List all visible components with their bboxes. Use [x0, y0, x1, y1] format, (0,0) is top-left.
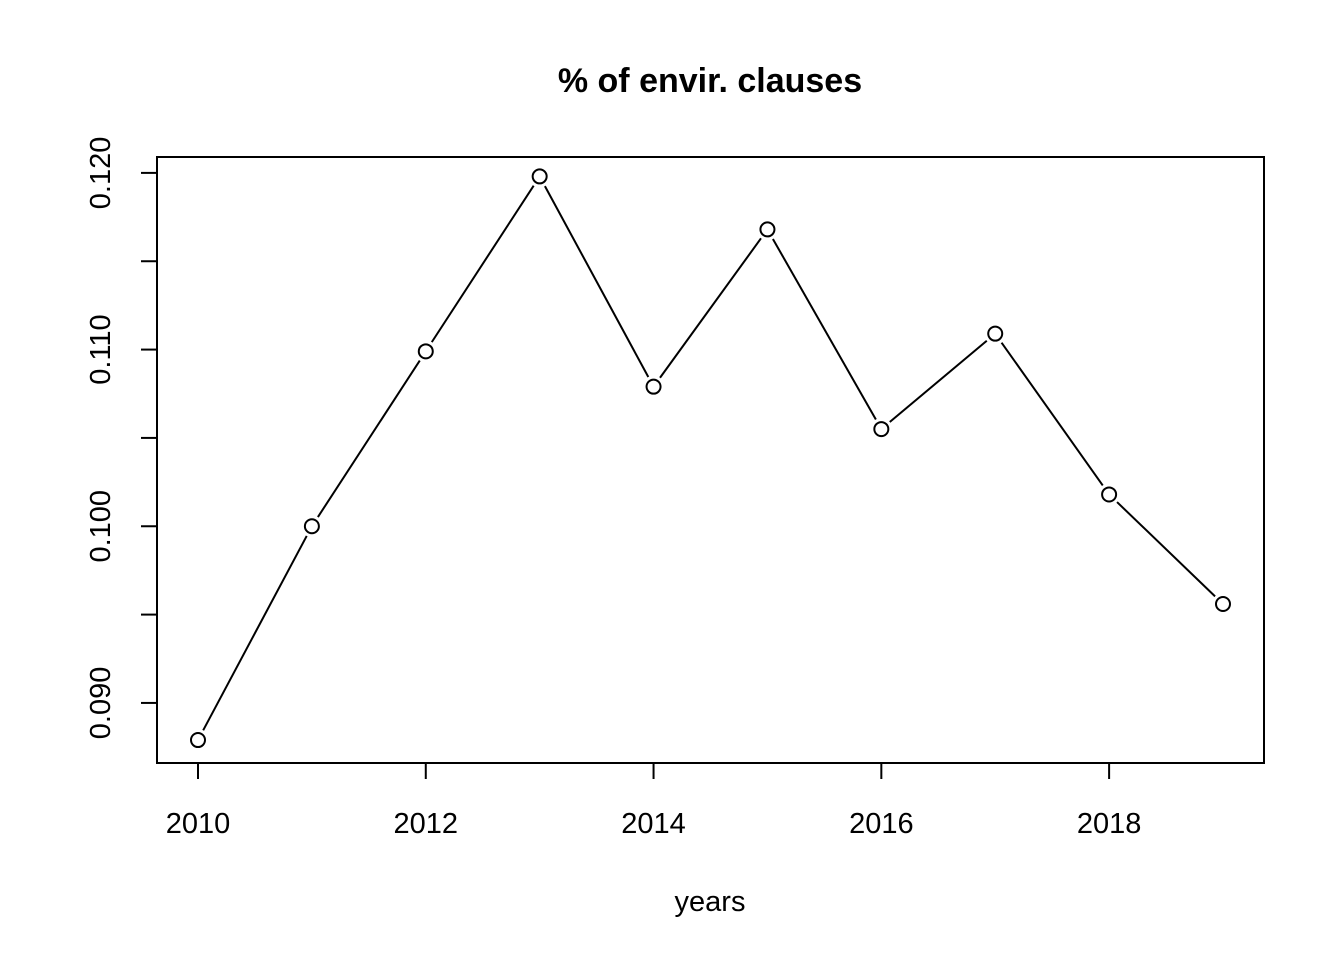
x-tick-label: 2016: [849, 808, 914, 840]
line-segment: [544, 185, 650, 378]
x-axis-label: years: [675, 886, 746, 918]
y-tick-label: 0.090: [85, 667, 117, 740]
data-point: [1101, 486, 1118, 503]
line-segment: [202, 535, 308, 731]
chart-title: % of envir. clauses: [558, 62, 862, 100]
line-segment: [889, 339, 988, 423]
data-point: [190, 732, 206, 749]
x-tick-label: 2010: [166, 808, 231, 840]
line-segment: [772, 238, 877, 421]
line-segment: [1000, 342, 1104, 487]
data-point: [303, 518, 320, 535]
x-tick-label: 2012: [394, 808, 459, 840]
data-point: [987, 325, 1004, 342]
y-tick-label: 0.100: [85, 490, 117, 563]
line-segment: [430, 185, 535, 343]
x-tick-label: 2014: [621, 808, 686, 840]
data-point: [645, 378, 662, 395]
line-segment: [659, 237, 762, 379]
data-point: [531, 168, 548, 185]
data-series: [190, 168, 1231, 749]
data-point: [873, 421, 890, 438]
y-tick-label: 0.110: [85, 314, 117, 384]
data-point: [759, 221, 776, 238]
x-tick-label: 2018: [1077, 808, 1142, 840]
data-point: [417, 343, 434, 360]
data-point: [1215, 595, 1231, 612]
x-axis: 2010 2012 2014 2016 2018: [166, 762, 1142, 840]
line-segment: [317, 360, 421, 518]
y-tick-label: 0.120: [85, 137, 117, 210]
y-axis: 0.090 0.100 0.110 0.120: [85, 137, 158, 740]
line-segment: [1116, 501, 1216, 598]
plot-frame: [156, 156, 1265, 764]
